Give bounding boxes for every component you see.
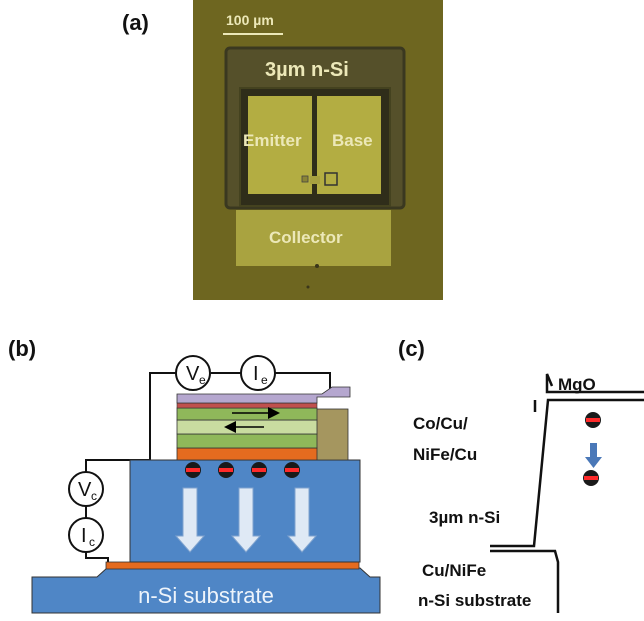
flow-arrow-2: [230, 487, 262, 553]
silicon-label: 3µm n-Si: [429, 508, 500, 527]
ferromagnet-layer-2: [176, 433, 318, 449]
current-flow-arrows: [174, 487, 318, 553]
device-schematic: V e I e V c I c n-Si substrate: [31, 355, 381, 614]
electron-transit-arrow: [585, 443, 602, 468]
bottom-electrode-layer: [105, 561, 360, 570]
layer1-label-line1: Co/Cu/: [413, 414, 468, 433]
base-label: Base: [332, 131, 373, 150]
substrate-label: n-Si substrate: [138, 583, 274, 608]
base-electrode: [314, 408, 349, 461]
ie-label: I: [253, 363, 259, 385]
vc-label: V: [78, 479, 92, 501]
micrograph: 100 µm 3µm n-Si Emitter Base Collector: [193, 0, 443, 300]
ie-subscript: e: [261, 373, 268, 387]
ferromagnet-layer-1: [176, 407, 318, 421]
ic-meter: I c: [68, 517, 104, 553]
base-pad: [317, 96, 381, 194]
substrate-block: [31, 567, 381, 614]
emitter-label: Emitter: [243, 131, 302, 150]
band-profile: [490, 373, 644, 613]
collector-pad: [236, 210, 391, 266]
layer1-label-line2: NiFe/Cu: [413, 445, 477, 464]
electron-markers: [185, 462, 300, 478]
panel-c-label: (c): [398, 336, 425, 361]
emitter-pad: [248, 96, 312, 194]
ve-subscript: e: [199, 373, 206, 387]
micrograph-graphic: [193, 0, 443, 300]
ve-meter: V e: [175, 355, 211, 391]
panel-a-label: (a): [122, 10, 149, 35]
electron-3: [251, 462, 267, 478]
collector-label: Collector: [269, 228, 343, 247]
electron-2: [218, 462, 234, 478]
mgo-label: MgO: [558, 375, 596, 394]
ie-meter: I e: [240, 355, 276, 391]
panel-b-label: (b): [8, 336, 37, 361]
cu-nife-label: Cu/NiFe: [422, 561, 486, 580]
mgo-layer: [176, 402, 318, 409]
vc-meter: V c: [68, 471, 104, 507]
electron-1: [185, 462, 201, 478]
emitter-contact: [176, 386, 351, 404]
ic-subscript: c: [89, 535, 95, 549]
electron-top: [585, 412, 601, 428]
ic-label: I: [81, 525, 87, 547]
mesa-label: 3µm n-Si: [265, 59, 349, 81]
flow-arrow-3: [286, 487, 318, 553]
flow-arrow-1: [174, 487, 206, 553]
cu-layer: [176, 447, 318, 461]
ve-label: V: [186, 363, 200, 385]
band-diagram: MgO Co/Cu/ NiFe/Cu 3µm n-Si Cu/NiFe n-Si…: [413, 373, 644, 613]
scale-bar-label: 100 µm: [226, 12, 274, 28]
electron-bottom: [583, 470, 599, 486]
vc-subscript: c: [91, 489, 97, 503]
electron-4: [284, 462, 300, 478]
substrate-label-c: n-Si substrate: [418, 591, 531, 610]
